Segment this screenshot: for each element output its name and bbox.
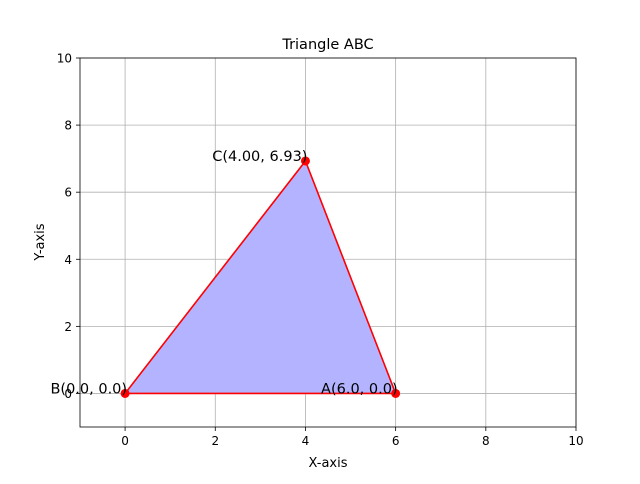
x-tick-label: 0	[121, 434, 129, 448]
axis-ticks: 0 2 4 6 8 10 0 2 4 6 8 10	[57, 52, 584, 449]
vertex-points	[120, 156, 401, 398]
y-axis-label: Y-axis	[33, 223, 48, 261]
triangle-layer	[120, 156, 401, 398]
vertex-label-b: B(0.0, 0.0)	[50, 381, 127, 397]
vertex-label-c: C(4.00, 6.93)	[212, 149, 307, 165]
x-axis-label: X-axis	[309, 456, 348, 471]
triangle-edges	[123, 159, 397, 395]
x-tick-label: 2	[211, 434, 219, 448]
y-tick-label: 0	[64, 387, 72, 401]
y-tick-label: 6	[64, 186, 72, 200]
vertex-point-c	[300, 156, 310, 166]
x-tick-label: 8	[482, 434, 490, 448]
x-tick-label: 10	[568, 434, 583, 448]
y-tick-label: 10	[57, 52, 72, 66]
vertex-point-b	[120, 388, 130, 398]
axes-frame	[79, 57, 577, 428]
y-tick-label: 4	[64, 253, 72, 267]
y-tick-label: 2	[64, 320, 72, 334]
vertex-label-a: A(6.0, 0.0)	[321, 381, 398, 397]
y-tick-label: 8	[64, 119, 72, 133]
vertex-labels: A(6.0, 0.0) B(0.0, 0.0) C(4.00, 6.93)	[50, 149, 397, 397]
vertex-point-a	[391, 388, 401, 398]
x-tick-label: 4	[302, 434, 310, 448]
x-tick-label: 6	[392, 434, 400, 448]
chart-title: Triangle ABC	[281, 37, 373, 53]
